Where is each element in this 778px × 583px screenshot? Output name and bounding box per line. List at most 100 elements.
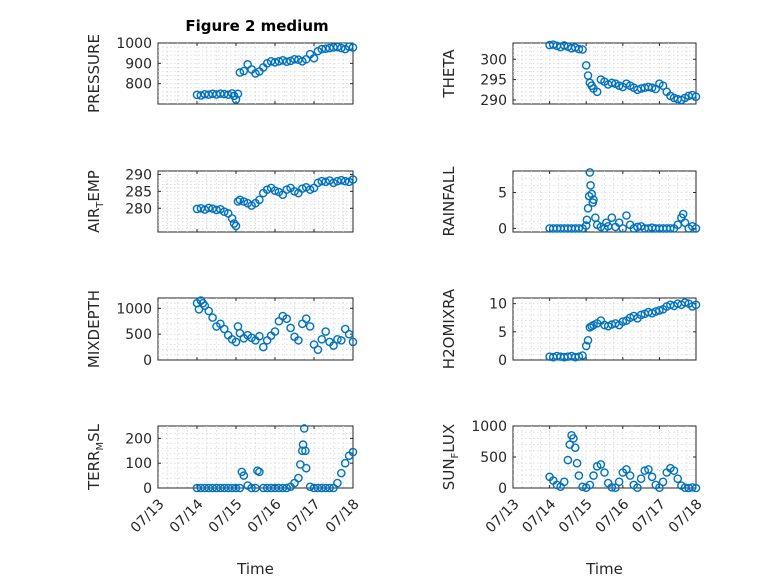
panel-mixdepth: 0 500 1000 MIXDEPTH: [85, 290, 358, 369]
pressure-point: [317, 44, 327, 54]
mixdepth-point: [219, 324, 229, 334]
rainfall-point: [574, 224, 584, 233]
rainfall-point: [582, 215, 592, 225]
mixdepth-point: [333, 335, 342, 344]
terr_msl-xtick-label: 07/18: [323, 496, 363, 536]
h2omixra-point: [680, 298, 690, 307]
air_temp-point: [212, 205, 221, 215]
air_temp-ylabel-main: AIR: [85, 208, 103, 233]
mixdepth-point: [294, 336, 303, 345]
mixdepth-point: [321, 327, 331, 336]
terr_msl-xtick-label: 07/17: [284, 496, 324, 536]
sun_flux-ylabel: SUNFLUX: [440, 424, 461, 490]
terr_msl-point: [278, 483, 288, 493]
pressure-ytick-label: 900: [125, 56, 152, 72]
rainfall-point: [622, 211, 631, 220]
sun_flux-point: [563, 455, 573, 465]
terr_msl-ylabel: TERRMSL: [85, 423, 106, 491]
terr_msl-point: [340, 458, 350, 468]
rainfall-ylabel: RAINFALL: [440, 166, 458, 237]
mixdepth-point: [301, 314, 311, 323]
pressure-ytick-label: 800: [125, 77, 152, 93]
h2omixra-point: [618, 317, 628, 326]
rainfall-point: [666, 224, 675, 233]
sun_flux-point: [596, 460, 606, 469]
air_temp-point: [336, 175, 346, 185]
terr_msl-xtick-label: 07/15: [206, 496, 246, 536]
sun_flux-point: [644, 465, 653, 474]
rainfall-point: [586, 181, 595, 190]
air_temp-point: [255, 195, 264, 205]
terr_msl-point: [255, 467, 264, 477]
sun_flux-ytick-label: 1000: [471, 419, 507, 435]
pressure-point: [233, 89, 243, 99]
figure-title: Figure 2 medium: [185, 17, 328, 35]
sun_flux-xtick-label: 07/14: [519, 496, 559, 536]
sun_flux-point: [614, 477, 624, 487]
theta-ylabel-main: THETA: [440, 49, 458, 99]
mixdepth-point: [313, 345, 323, 354]
mixdepth-point: [348, 337, 358, 347]
theta-ylabel: THETA: [440, 49, 458, 99]
sun_flux-xlabel: Time: [585, 560, 623, 578]
terr_msl-point: [282, 483, 292, 493]
terr_msl-point: [299, 424, 309, 433]
mixdepth-point: [344, 329, 354, 339]
pressure-ytick-label: 1000: [116, 36, 152, 52]
mixdepth-ylabel: MIXDEPTH: [85, 290, 103, 368]
terr_msl-plot-area: [157, 425, 354, 489]
rainfall-point: [589, 195, 598, 205]
mixdepth-ytick-label: 500: [125, 327, 152, 343]
pressure-ylabel: PRESSURE: [85, 34, 103, 113]
air_temp-ylabel-suffix: EMP: [85, 170, 103, 201]
air_temp-point: [231, 221, 241, 231]
pressure-point: [282, 57, 292, 67]
sun_flux-xtick-label: 07/16: [593, 496, 633, 536]
sun_flux-xtick-label: 07/18: [666, 496, 706, 536]
sun_flux-point: [688, 483, 697, 492]
mixdepth-point: [208, 313, 217, 322]
mixdepth-point: [231, 337, 241, 347]
sun_flux-point: [655, 483, 664, 492]
sun_flux-point: [589, 471, 598, 480]
theta-point: [691, 92, 701, 101]
sun_flux-xtick-label: 07/17: [629, 496, 669, 536]
terr_msl-point: [301, 463, 311, 473]
air_temp-ytick-label: 290: [125, 167, 152, 183]
pressure-point: [239, 66, 249, 76]
mixdepth-point: [204, 306, 213, 316]
pressure-point: [348, 43, 358, 52]
pressure-ylabel-main: PRESSURE: [85, 34, 103, 113]
panel-h2omixra: 0 5 10 H2OMIXRA: [440, 288, 701, 369]
air_temp-point: [235, 195, 245, 205]
mixdepth-point: [336, 336, 346, 345]
sun_flux-point: [572, 458, 582, 468]
theta-point: [581, 61, 591, 70]
h2omixra-ytick-label: 0: [498, 353, 507, 369]
pressure-point: [321, 44, 331, 53]
pressure-point: [235, 68, 245, 77]
theta-plot-area: [512, 42, 697, 105]
theta-point: [607, 78, 617, 88]
rainfall-ytick-label: 5: [498, 186, 507, 202]
rainfall-ylabel-main: RAINFALL: [440, 166, 458, 237]
pressure-point: [309, 53, 319, 63]
rainfall-point: [581, 221, 591, 230]
sun_flux-point: [607, 483, 617, 492]
terr_msl-xlabel: Time: [236, 560, 274, 578]
air_temp-point: [270, 186, 280, 195]
theta-point: [574, 44, 584, 54]
sun_flux-ylabel-main: SUN: [440, 458, 458, 490]
sun_flux-ylabel-subscript: F: [450, 452, 461, 458]
pressure-point: [333, 42, 342, 52]
air_temp-ytick-label: 285: [125, 184, 152, 200]
mixdepth-point: [317, 335, 327, 344]
terr_msl-point: [297, 446, 307, 456]
terr_msl-point: [336, 468, 346, 478]
terr_msl-point: [325, 483, 334, 493]
sun_flux-point: [585, 480, 595, 490]
mixdepth-ytick-label: 1000: [116, 301, 152, 317]
h2omixra-ytick-label: 10: [489, 297, 507, 313]
